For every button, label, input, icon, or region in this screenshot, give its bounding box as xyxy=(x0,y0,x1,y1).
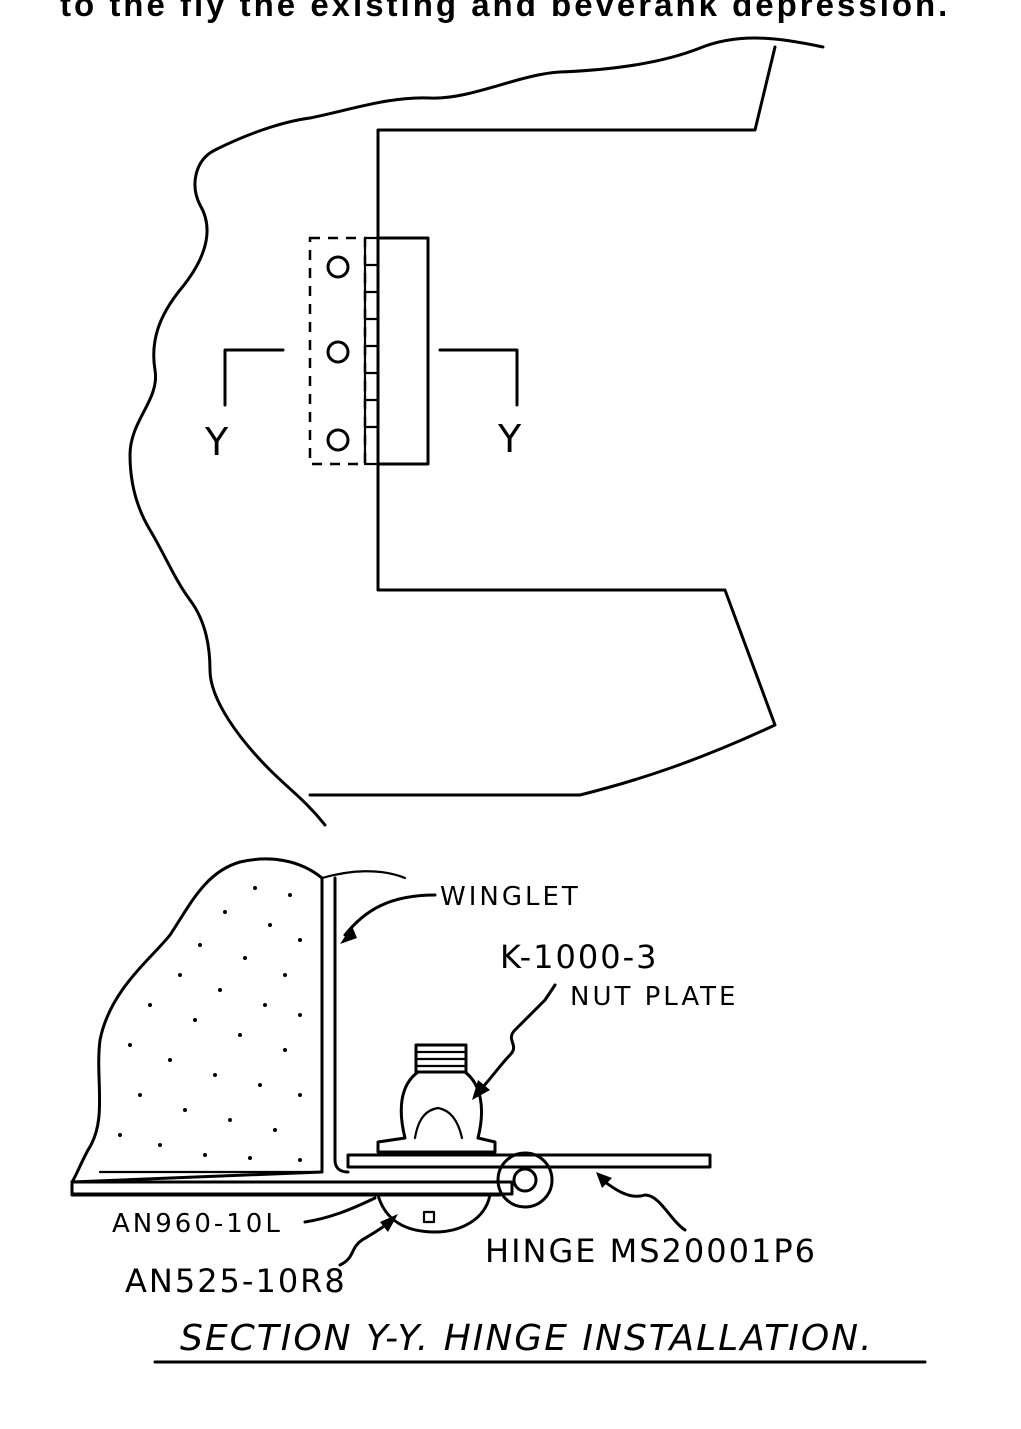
hinge-visible-leaf xyxy=(376,236,430,466)
hinge-knuckle-outer xyxy=(496,1151,554,1209)
winglet-skin-inner xyxy=(333,876,350,1174)
screw-head xyxy=(376,1193,492,1234)
label-hinge: HINGE MS20001P6 xyxy=(485,1232,817,1270)
label-an960: AN960-10L xyxy=(112,1209,283,1239)
plan-view: Y Y xyxy=(128,36,825,827)
leader-k1000 xyxy=(478,983,557,1092)
leader-k1000-arrow xyxy=(472,1080,490,1100)
screw-hole xyxy=(326,340,350,364)
section-view: WINGLET K-1000-3 NUT PLATE AN960-10L HIN… xyxy=(70,857,927,1364)
screw-slot xyxy=(422,1210,436,1224)
label-k1000: K-1000-3 xyxy=(500,938,659,976)
section-mark-left: Y xyxy=(204,420,230,464)
screw-hole xyxy=(326,255,350,279)
hinge-plate xyxy=(346,1153,712,1169)
section-line-left xyxy=(223,348,285,407)
leader-winglet xyxy=(343,893,437,937)
hinge-knuckles xyxy=(363,263,380,429)
leader-hinge xyxy=(598,1176,687,1232)
section-line-right xyxy=(438,348,519,407)
leader-an960 xyxy=(303,1196,377,1224)
wing-torn-outline xyxy=(128,36,825,827)
screw-hole xyxy=(326,428,350,452)
label-nut-plate: NUT PLATE xyxy=(570,982,738,1012)
hinge-knuckle-pin xyxy=(512,1167,538,1193)
winglet-skin-top xyxy=(320,870,407,880)
leader-winglet-arrow xyxy=(340,926,357,944)
section-caption: SECTION Y-Y. HINGE INSTALLATION. xyxy=(180,1318,874,1359)
hinge-lower-plate xyxy=(70,1180,514,1196)
section-mark-right: Y xyxy=(497,417,523,461)
label-an525: AN525-10R8 xyxy=(125,1262,347,1300)
label-winglet: WINGLET xyxy=(440,882,581,912)
foam-core-outline xyxy=(70,857,324,1184)
cropped-header-text: to the fly the existing and beverank dep… xyxy=(60,0,951,23)
leader-an525 xyxy=(338,1218,394,1267)
nut-plate-slot xyxy=(413,1106,464,1140)
winglet-skin xyxy=(70,876,502,1197)
winglet-outline xyxy=(308,45,777,797)
leader-an525-arrow xyxy=(380,1214,398,1232)
hinge-knuckle-strip xyxy=(363,236,380,466)
leader-hinge-arrow xyxy=(596,1172,612,1188)
nut-plate-thread-lines xyxy=(414,1050,468,1068)
foam-stipple xyxy=(118,886,302,1162)
